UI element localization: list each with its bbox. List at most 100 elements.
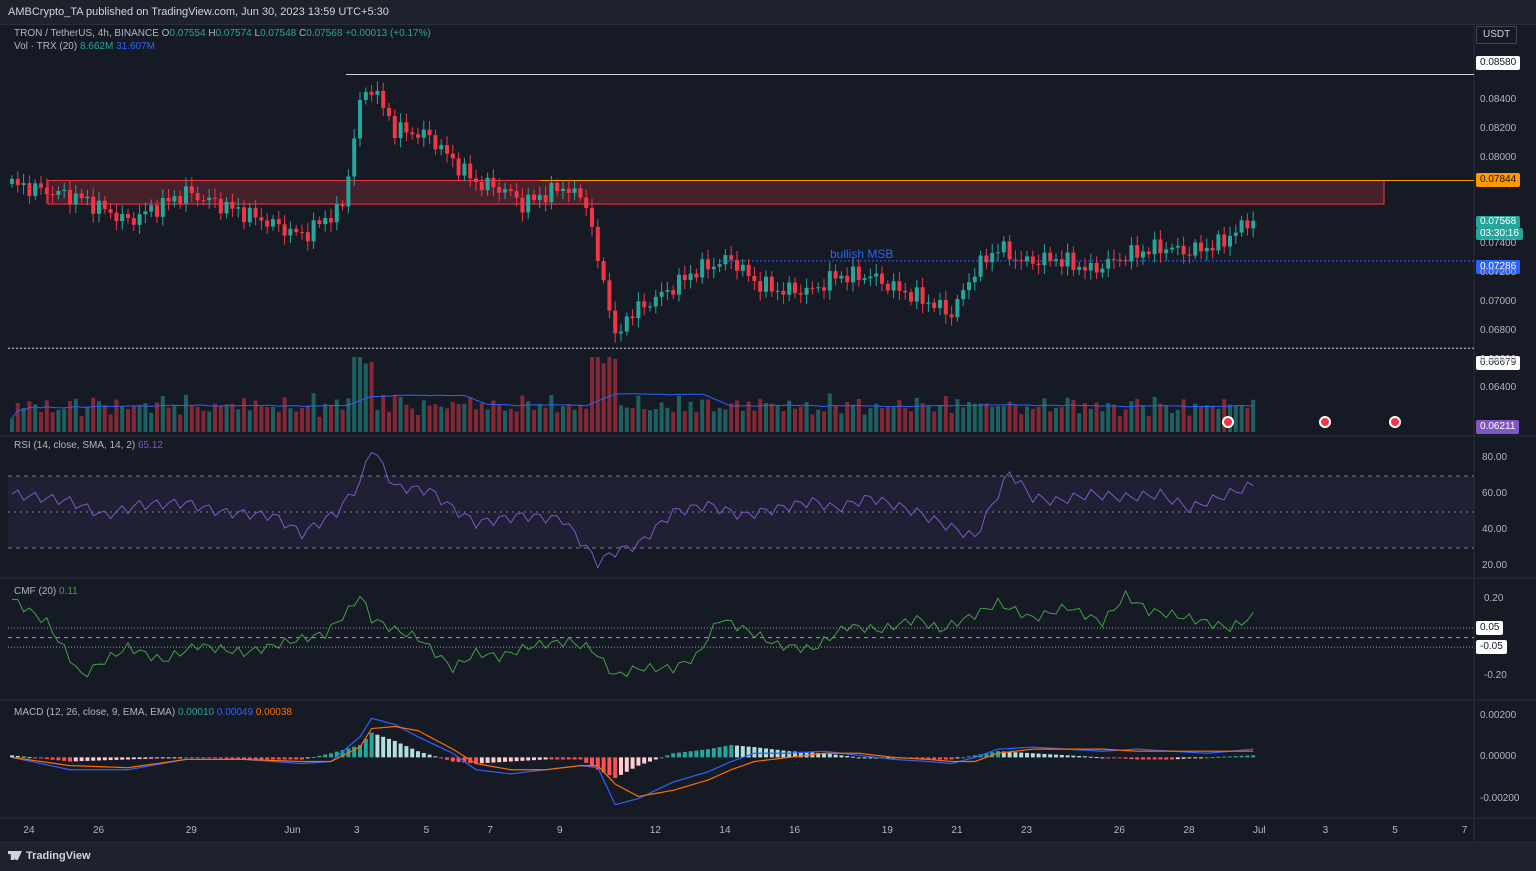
time-axis-tick: 7 [487, 825, 493, 836]
volume-bar [44, 400, 49, 432]
macd-axis-tick: 0.00000 [1480, 751, 1517, 763]
macd-histogram-bar [381, 736, 386, 758]
volume-bars [10, 357, 1256, 432]
macd-histogram-bar [450, 757, 455, 762]
volume-bar [1204, 405, 1209, 432]
volume-bar [740, 410, 745, 432]
candle-body [1129, 245, 1134, 262]
macd-histogram-bar [1013, 752, 1018, 758]
candle-body [549, 182, 554, 203]
volume-bar [775, 405, 780, 432]
footer-bar: TradingView [0, 842, 1536, 871]
volume-bar [334, 399, 339, 432]
volume-title[interactable]: Vol · TRX (20) [14, 41, 78, 52]
candle [462, 157, 467, 182]
us-flag-event-icon[interactable] [1222, 416, 1234, 428]
macd-histogram-bar [1245, 755, 1250, 758]
us-flag-event-icon[interactable] [1389, 416, 1401, 428]
candle [903, 282, 908, 301]
candle-body [27, 183, 32, 196]
candle-body [1199, 242, 1203, 252]
volume-bar [926, 405, 931, 432]
macd-histogram-bar [700, 749, 705, 758]
candle-body [648, 306, 652, 308]
candle-body [920, 287, 925, 304]
candle [85, 189, 90, 205]
msb-line-label: 0.07286 [1476, 260, 1521, 274]
volume-bar [642, 409, 647, 432]
volume-bar [433, 404, 438, 432]
macd-histogram-bar [648, 757, 652, 762]
macd-histogram-bar [456, 757, 461, 763]
volume-bar [450, 402, 455, 432]
candle-body [851, 266, 855, 283]
macd-histogram-bar [126, 757, 130, 760]
currency-button[interactable]: USDT [1476, 26, 1518, 44]
volume-bar [137, 404, 142, 432]
candle [340, 199, 345, 211]
low-value: 0.07548 [260, 28, 297, 39]
macd-histogram-bar [1181, 757, 1186, 759]
candle-body [1083, 266, 1087, 271]
volume-bar [195, 406, 200, 432]
volume-bar [990, 406, 995, 432]
cmf-title[interactable]: CMF (20) [14, 586, 57, 597]
candle-body [526, 194, 531, 213]
candle-body [1210, 247, 1215, 251]
macd-histogram-bar [503, 757, 507, 762]
candle [1204, 238, 1209, 261]
candle [642, 293, 647, 316]
candle [943, 290, 948, 324]
us-flag-event-icon[interactable] [1319, 416, 1331, 428]
volume-bar [155, 402, 159, 432]
macd-histogram-bar [706, 749, 710, 758]
candle [1146, 247, 1151, 259]
volume-bar [1065, 397, 1070, 432]
candle-body [1233, 232, 1238, 236]
time-axis-tick: 23 [1021, 825, 1033, 836]
macd-histogram-bar [787, 751, 792, 758]
candle [126, 208, 130, 224]
volume-bar [833, 405, 838, 432]
candle-body [914, 287, 919, 302]
candle-body [149, 205, 154, 212]
rsi-title[interactable]: RSI (14, close, SMA, 14, 2) [14, 440, 136, 451]
candle [1059, 250, 1064, 276]
candle [50, 185, 55, 203]
macd-hist-value: 0.00010 [177, 707, 215, 718]
macd-histogram-bar [305, 757, 310, 759]
candle [201, 195, 206, 206]
macd-histogram-bar [914, 757, 919, 759]
bullish-msb-annotation[interactable]: bullish MSB [830, 247, 894, 261]
time-axis-tick: 21 [951, 825, 963, 836]
volume-bar [508, 408, 513, 432]
candle-body [584, 197, 589, 208]
candle-body [247, 207, 252, 223]
candle-body [323, 218, 328, 225]
tradingview-logo[interactable]: TradingView [8, 850, 91, 862]
candle [595, 219, 600, 269]
candle [555, 178, 560, 196]
candle-body [1054, 259, 1058, 261]
candle-body [1164, 249, 1169, 254]
candle [253, 199, 258, 226]
volume-bar [265, 407, 270, 432]
macd-histogram-bar [572, 757, 577, 760]
candle [1123, 255, 1128, 266]
volume-bar [810, 414, 815, 432]
macd-histogram-bar [1025, 752, 1029, 758]
candle [769, 271, 774, 297]
candle-body [56, 190, 61, 195]
macd-histogram-bar [398, 743, 403, 758]
candle-body [1094, 262, 1099, 273]
volume-bar [914, 397, 919, 432]
symbol-title[interactable]: TRON / TetherUS, 4h, BINANCE [14, 28, 159, 39]
candle-body [433, 135, 438, 150]
volume-bar [938, 405, 942, 432]
candle-body [1146, 251, 1151, 255]
candle [1077, 261, 1082, 276]
candle-body [1001, 241, 1006, 253]
macd-title[interactable]: MACD (12, 26, close, 9, EMA, EMA) [14, 707, 176, 718]
time-axis-tick: Jul [1253, 825, 1266, 836]
